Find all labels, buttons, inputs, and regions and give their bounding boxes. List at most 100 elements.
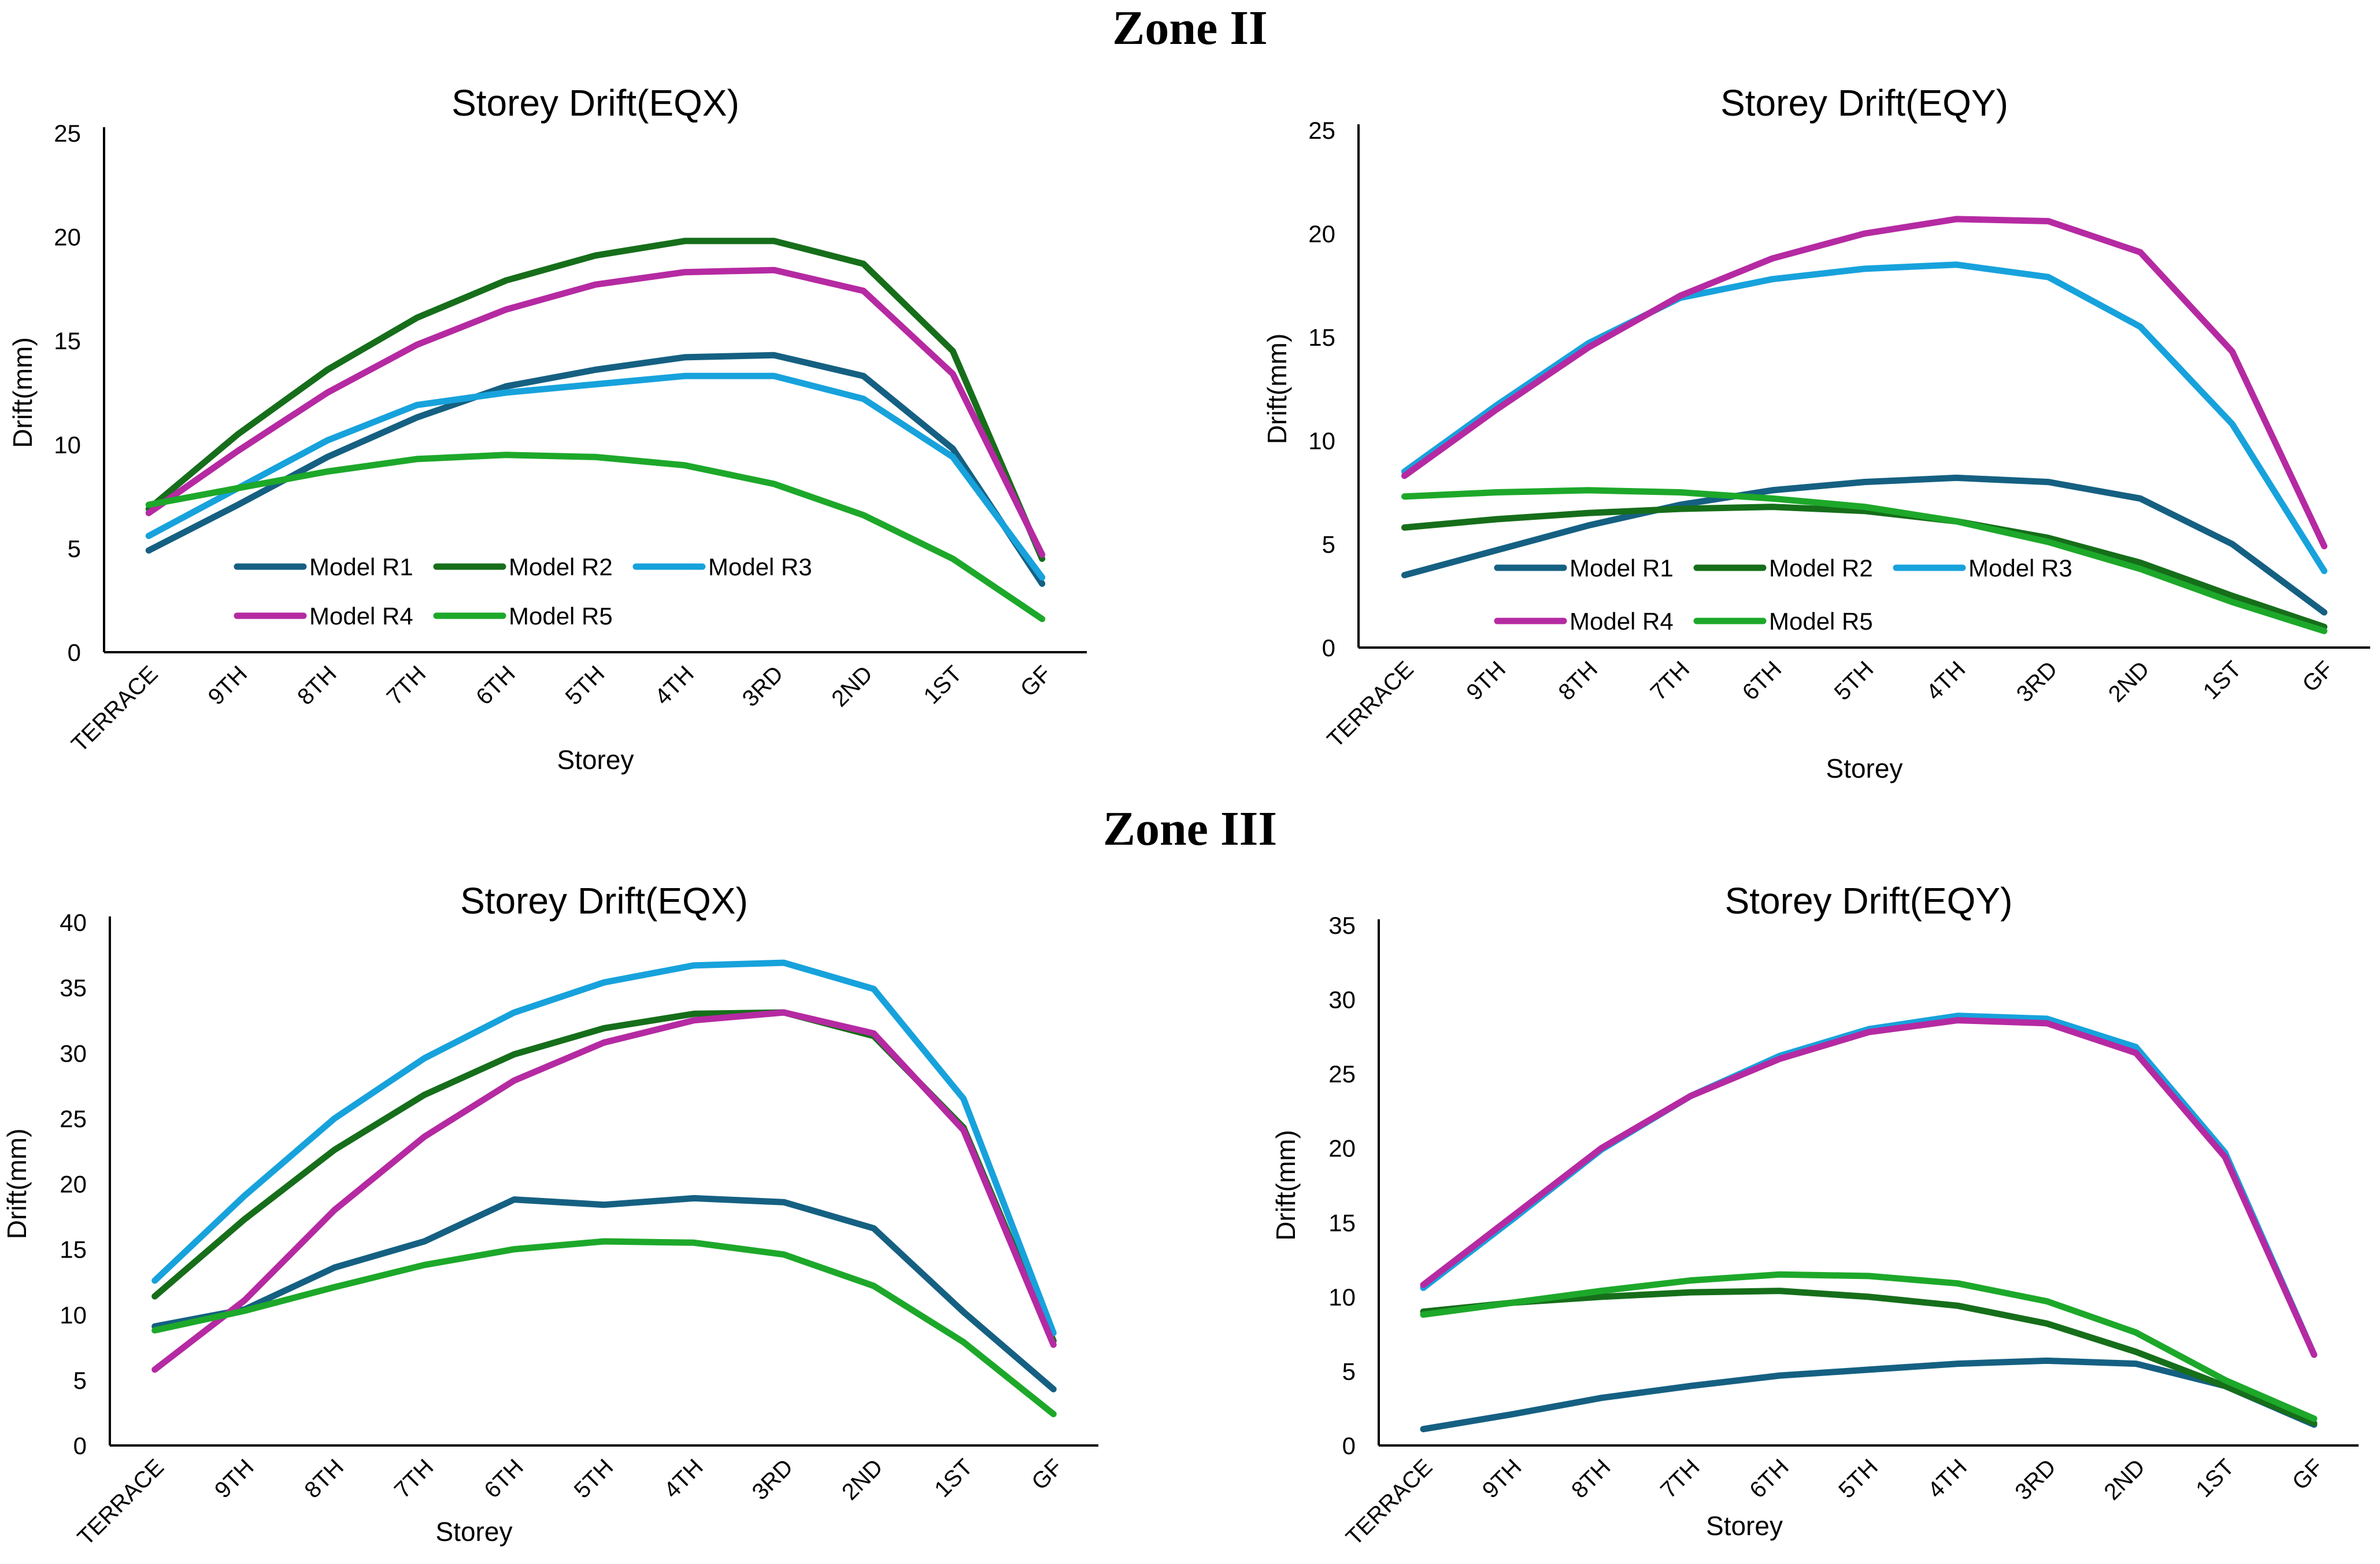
chart-title: Storey Drift(EQX) [451,82,739,124]
chart-title: Storey Drift(EQX) [460,880,748,922]
x-tick-label: 8TH [293,661,342,710]
legend-label-model-r1: Model R1 [1570,554,1674,582]
x-tick-label: 7TH [390,1454,439,1503]
x-tick-label: 9TH [210,1454,259,1503]
legend-label-model-r5: Model R5 [1769,608,1873,635]
x-tick-label: GF [2297,656,2338,697]
y-axis-label: Drift(mm) [2,1129,32,1240]
chart-zone-ii-eqy: Storey Drift(EQY) 0 5 10 15 20 25 TERRACE 9TH 8TH… [1262,82,2370,783]
y-tick-label: 35 [1328,912,1356,939]
series-line-model-r4 [145,267,1046,558]
y-tick-label: 10 [1328,1284,1356,1311]
legend-label-model-r5: Model R5 [509,602,613,630]
x-tick-label: 3RD [2012,656,2063,707]
x-tick-label: 6TH [479,1454,528,1503]
legend-label-model-r4: Model R4 [1570,608,1674,635]
x-axis-label: Storey [557,745,634,775]
x-tick-label: 7TH [1656,1454,1705,1503]
x-tick-label: TERRACE [1323,656,1419,752]
x-tick-label: GF [2288,1454,2328,1495]
y-tick-label: 25 [54,120,81,147]
y-tick-label: 5 [1342,1358,1356,1385]
y-tick-label: 30 [60,1040,87,1067]
y-tick-label: 15 [54,327,81,354]
y-tick-label: 5 [68,535,81,562]
series-line-model-r4 [1401,216,2327,550]
x-tick-label: 9TH [203,661,253,710]
x-tick-label: 5TH [561,661,610,710]
series-line-model-r3 [145,372,1046,581]
x-tick-label: GF [1027,1454,1067,1495]
y-tick-label: 30 [1328,986,1356,1014]
chart-title: Storey Drift(EQY) [1720,82,2008,124]
legend: Model R1 Model R2 Model R3 Model R4 Model R5 [234,553,812,630]
x-tick-label: 1ST [919,661,967,709]
x-tick-label: 7TH [382,661,431,710]
legend-label-model-r3: Model R3 [708,553,812,581]
y-axis-label: Drift(mm) [1271,1130,1301,1241]
x-tick-label: 6TH [1745,1454,1794,1503]
y-tick-label: 20 [60,1171,87,1198]
chart-zone-iii-eqx: Storey Drift(EQX) 0 5 10 15 20 25 30 35 40 TERRACE… [2,880,1098,1551]
x-tick-label: GF [1016,661,1056,701]
x-axis-label: Storey [1826,753,1903,783]
y-tick-label: 25 [1308,117,1335,144]
x-tick-label: 2ND [2104,656,2155,707]
x-tick-label: 8TH [1567,1454,1616,1503]
y-tick-label: 5 [73,1367,87,1394]
y-tick-label: 10 [54,431,81,459]
series-line-model-r4 [1420,1017,2318,1358]
legend: Model R1 Model R2 Model R3 Model R4 Model R5 [1494,554,2072,635]
y-tick-label: 10 [1308,427,1335,454]
legend-label-model-r2: Model R2 [509,553,613,581]
y-tick-label: 0 [1342,1432,1356,1459]
y-tick-label: 20 [54,224,81,251]
chart-zone-ii-eqx: Storey Drift(EQX) 0 5 10 15 20 25 TERRACE 9TH 8TH… [8,82,1087,775]
y-tick-label: 0 [68,639,81,666]
y-tick-label: 15 [1328,1209,1356,1236]
series-line-model-r1 [1401,474,2327,616]
x-tick-label: 4TH [1922,656,1971,705]
x-tick-label: 1ST [2198,656,2246,704]
y-tick-label: 35 [60,974,87,1001]
chart-title: Storey Drift(EQY) [1725,880,2013,922]
series-line-model-r5 [151,1238,1057,1418]
y-tick-label: 10 [60,1302,87,1329]
y-tick-label: 15 [1308,324,1335,351]
x-tick-label: 8TH [1554,656,1603,705]
x-tick-label: 4TH [650,661,699,710]
x-tick-label: 5TH [569,1454,619,1503]
series-line-model-r3 [151,959,1057,1336]
series-line-model-r4 [151,1009,1057,1373]
x-tick-label: 2ND [827,661,878,712]
x-tick-label: TERRACE [66,661,162,757]
series-line-model-r2 [1401,504,2327,630]
legend-label-model-r1: Model R1 [309,553,413,581]
x-tick-label: 1ST [930,1454,978,1502]
zone-ii-title: Zone II [1112,1,1268,55]
legend-label-model-r4: Model R4 [309,602,413,630]
x-tick-label: 2ND [837,1454,888,1505]
series-line-model-r1 [151,1195,1057,1393]
x-tick-label: 5TH [1834,1454,1883,1503]
x-tick-label: 8TH [299,1454,349,1503]
x-tick-label: 3RD [747,1454,798,1505]
legend-label-model-r2: Model R2 [1769,554,1873,582]
y-axis-label: Drift(mm) [1262,334,1292,445]
series-line-model-r1 [145,352,1046,587]
x-tick-label: 3RD [2010,1454,2061,1505]
x-tick-label: 1ST [2191,1454,2239,1502]
series-line-model-r2 [145,238,1046,562]
zone-iii-title: Zone III [1102,802,1278,856]
y-tick-label: 0 [73,1432,87,1459]
series-line-model-r1 [1420,1357,2318,1433]
y-tick-label: 20 [1328,1135,1356,1162]
x-tick-label: 6TH [471,661,520,710]
x-tick-label: 3RD [738,661,789,712]
y-tick-label: 25 [60,1105,87,1132]
x-tick-label: 7TH [1646,656,1695,705]
x-tick-label: TERRACE [1341,1454,1437,1550]
series-line-model-r3 [1401,261,2327,574]
y-tick-label: 40 [60,909,87,936]
x-tick-label: 6TH [1738,656,1787,705]
